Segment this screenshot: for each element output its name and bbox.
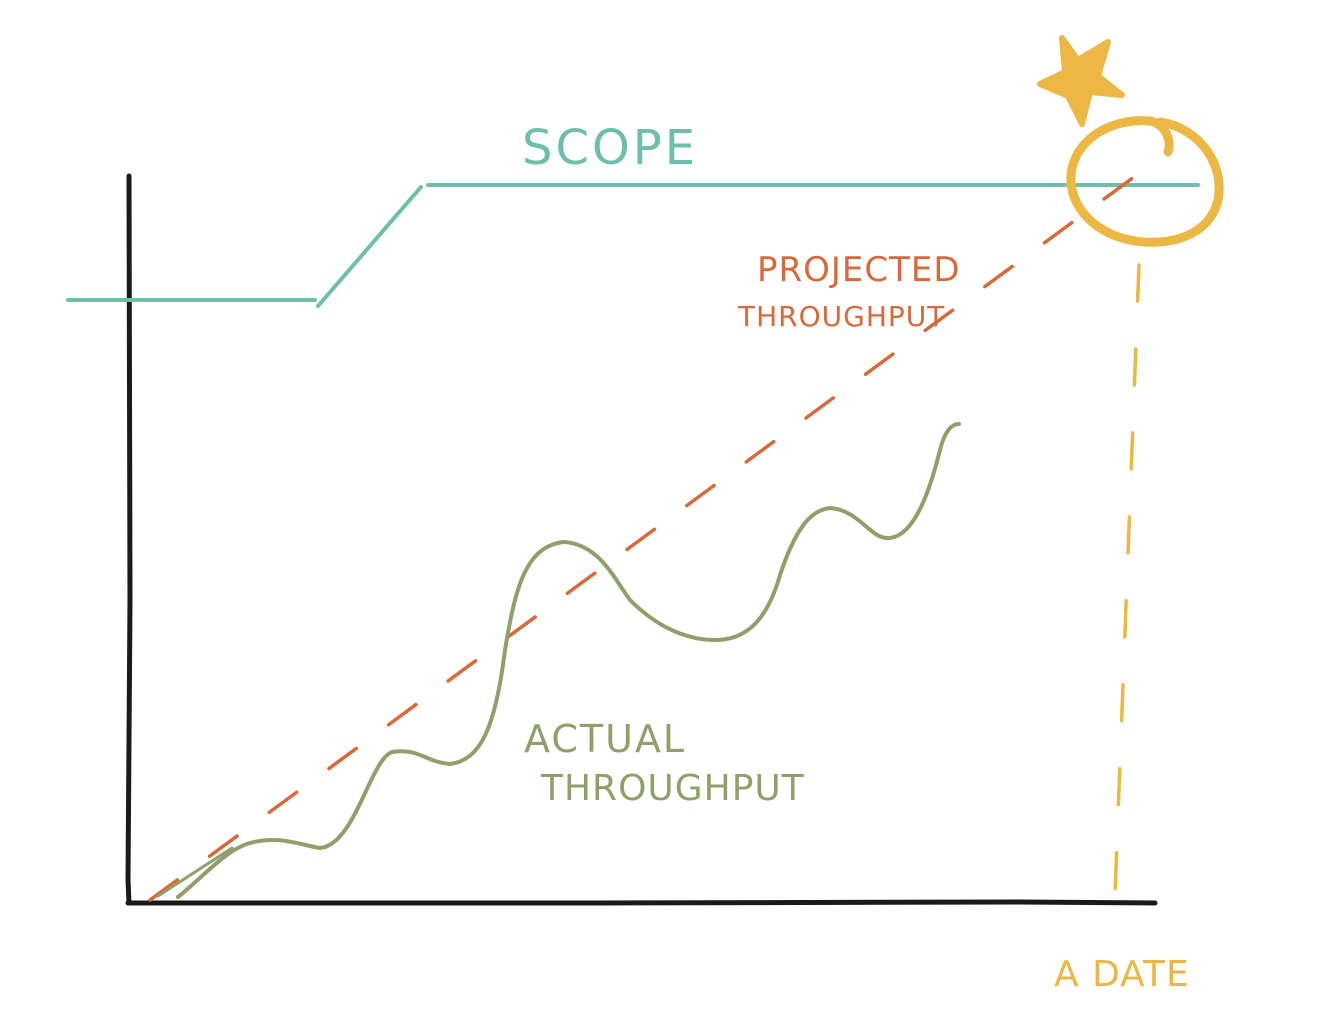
milestone-star <box>1037 35 1125 127</box>
projected-throughput-line <box>148 161 1155 902</box>
actual-series <box>156 422 961 899</box>
x-axis <box>125 899 1158 906</box>
star-icon <box>1037 35 1125 127</box>
date-marker <box>1112 263 1141 922</box>
projected-throughput-label-line1: PROJECTED <box>757 250 961 290</box>
intersection-highlight <box>1066 116 1224 247</box>
date-label: A DATE <box>1054 954 1190 995</box>
actual-throughput-label-line2: THROUGHPUT <box>540 768 805 809</box>
axes <box>125 173 1158 906</box>
projected-throughput-label-line2: THROUGHPUT <box>737 300 945 333</box>
actual-throughput-line <box>176 422 961 899</box>
actual-throughput-label-line1: ACTUAL <box>524 717 686 761</box>
y-axis <box>125 173 133 906</box>
projected-series <box>148 161 1155 902</box>
scope-ramp <box>316 185 423 308</box>
circle-highlight-icon <box>1066 116 1224 247</box>
scope-series <box>66 183 1200 308</box>
actual-throughput-start-stroke <box>156 846 234 898</box>
scope-label: SCOPE <box>522 120 698 176</box>
date-dashed-line <box>1112 263 1141 922</box>
